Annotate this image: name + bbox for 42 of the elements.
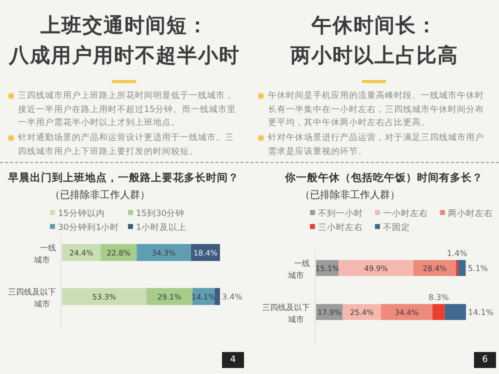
legend-label: 1小时及以上 (136, 222, 186, 233)
bar (146, 288, 192, 305)
data-label: 5.1% (468, 264, 488, 273)
text: 针对午休场景进行产品运营，对于满足三四线城市用户需求是应该重视的环节。 (268, 132, 485, 158)
bar (432, 304, 445, 320)
legend-label: 15分钟以内 (58, 208, 105, 219)
data-label: 1.4% (446, 249, 468, 258)
chart-title: 早晨出门到上班地点，一般路上要花多长时间？ (7, 171, 239, 184)
legend-label: 一小时左右 (383, 208, 428, 219)
text: 三四线城市用户上班路上所花时间明显低于一线城市，接近一半用户在路上用时不超过15分钟。而一线城市里一半用户需花半小时以上才到上班地点。 (18, 90, 236, 130)
legend-label: 两小时左右 (448, 208, 493, 219)
chart-title: 你一般午休（包括吃午饭）时间有多长？ (284, 171, 483, 184)
bar (214, 288, 220, 305)
bar (62, 288, 146, 305)
text: 4 (222, 352, 244, 368)
text: 两小时以上占比高 (290, 42, 460, 69)
bar (338, 260, 414, 276)
bar (380, 304, 432, 320)
y-tick-label: 一线城市 (287, 259, 310, 280)
bar (444, 304, 466, 320)
text: 6 (474, 352, 496, 368)
bar (136, 244, 191, 261)
legend-label: 不固定 (383, 222, 410, 233)
text: 午休时间是手机应用的流量高峰时段。一线城市午休时长有一半集中在一小时左右，三四线城市午休时间分布更平均，其中午休两小时左右占比更高。 (268, 90, 485, 130)
legend-label: 三小时左右 (318, 222, 363, 233)
text: 上班交通时间短： (40, 12, 210, 39)
data-label: 3.4% (222, 292, 243, 302)
legend-label: 30分钟到1小时 (58, 222, 120, 233)
text: 午休时间长： (310, 12, 438, 39)
text: 针对通勤场景的产品和运营设计更适用于一线城市。三四线城市用户上下班路上要打发的时间较短。 (18, 132, 235, 158)
data-label: 14.1% (468, 308, 494, 317)
chart-subtitle: （已排除非工作人群） (300, 189, 400, 201)
text: 八成用户用时不超半小时 (8, 42, 241, 69)
chart-subtitle: （已排除非工作人群） (50, 189, 150, 201)
data-label: 8.3% (428, 293, 450, 302)
bar (458, 260, 466, 276)
y-tick-label: 三四线及以下城市 (8, 288, 56, 308)
legend-label: 不到一小时 (318, 208, 363, 219)
y-tick-label: 三四线及以下城市 (262, 303, 310, 324)
legend-label: 15到30分钟 (136, 208, 185, 219)
bar (456, 260, 458, 276)
y-tick-label: 一线城市 (33, 244, 56, 264)
